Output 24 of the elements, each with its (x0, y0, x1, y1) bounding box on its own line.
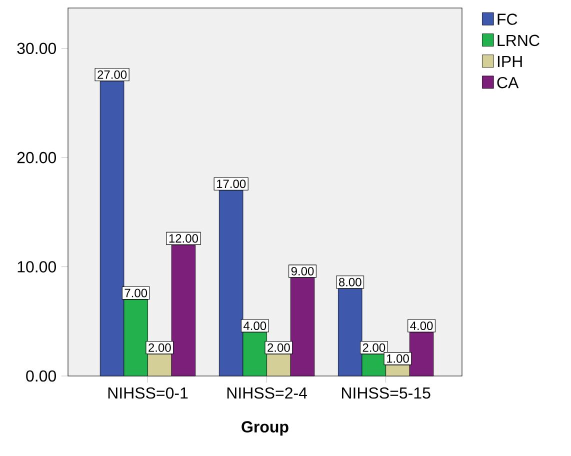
y-tick-label: 20.00 (17, 152, 56, 164)
data-label: 2.00 (268, 343, 290, 352)
x-tick-label: NIHSS=0-1 (108, 387, 188, 399)
y-tick-label: 30.00 (17, 42, 56, 54)
data-label: 17.00 (216, 180, 246, 188)
data-label: 9.00 (291, 266, 314, 276)
data-label: 4.00 (243, 322, 266, 330)
legend-label: FC (498, 14, 518, 25)
legend-label: LRNC (498, 34, 540, 46)
data-label: 2.00 (362, 343, 386, 352)
x-axis-title: Group (242, 421, 288, 436)
y-tick-label: 10.00 (18, 261, 56, 272)
x-tick-label: NIHSS=2-4 (227, 387, 307, 399)
legend-label: CA (497, 76, 519, 88)
data-label: 4.00 (410, 322, 433, 330)
data-label: 7.00 (124, 288, 148, 298)
y-tick-label: 0.00 (26, 370, 56, 382)
x-tick-label: NIHSS=5-15 (342, 387, 430, 399)
data-label: 2.00 (148, 343, 171, 352)
legend-label: IPH (498, 56, 522, 67)
data-label: 1.00 (386, 354, 409, 363)
data-label: 27.00 (98, 70, 127, 79)
data-label: 8.00 (338, 278, 362, 286)
data-label: 12.00 (169, 234, 198, 243)
